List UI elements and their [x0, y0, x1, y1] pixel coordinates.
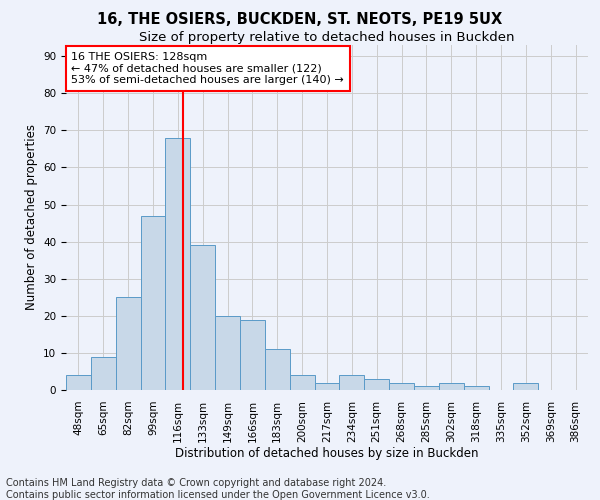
Bar [314, 382, 340, 390]
Bar [166, 138, 190, 390]
Bar [439, 382, 464, 390]
X-axis label: Distribution of detached houses by size in Buckden: Distribution of detached houses by size … [175, 448, 479, 460]
Y-axis label: Number of detached properties: Number of detached properties [25, 124, 38, 310]
Bar [464, 386, 488, 390]
Bar [66, 375, 91, 390]
Bar [215, 316, 240, 390]
Bar [340, 375, 364, 390]
Bar [364, 379, 389, 390]
Bar [190, 246, 215, 390]
Text: 16 THE OSIERS: 128sqm
← 47% of detached houses are smaller (122)
53% of semi-det: 16 THE OSIERS: 128sqm ← 47% of detached … [71, 52, 344, 85]
Bar [414, 386, 439, 390]
Bar [514, 382, 538, 390]
Bar [265, 349, 290, 390]
Text: 16, THE OSIERS, BUCKDEN, ST. NEOTS, PE19 5UX: 16, THE OSIERS, BUCKDEN, ST. NEOTS, PE19… [97, 12, 503, 28]
Text: Contains HM Land Registry data © Crown copyright and database right 2024.
Contai: Contains HM Land Registry data © Crown c… [6, 478, 430, 500]
Bar [389, 382, 414, 390]
Bar [116, 298, 140, 390]
Bar [240, 320, 265, 390]
Title: Size of property relative to detached houses in Buckden: Size of property relative to detached ho… [139, 31, 515, 44]
Bar [140, 216, 166, 390]
Bar [91, 356, 116, 390]
Bar [290, 375, 314, 390]
